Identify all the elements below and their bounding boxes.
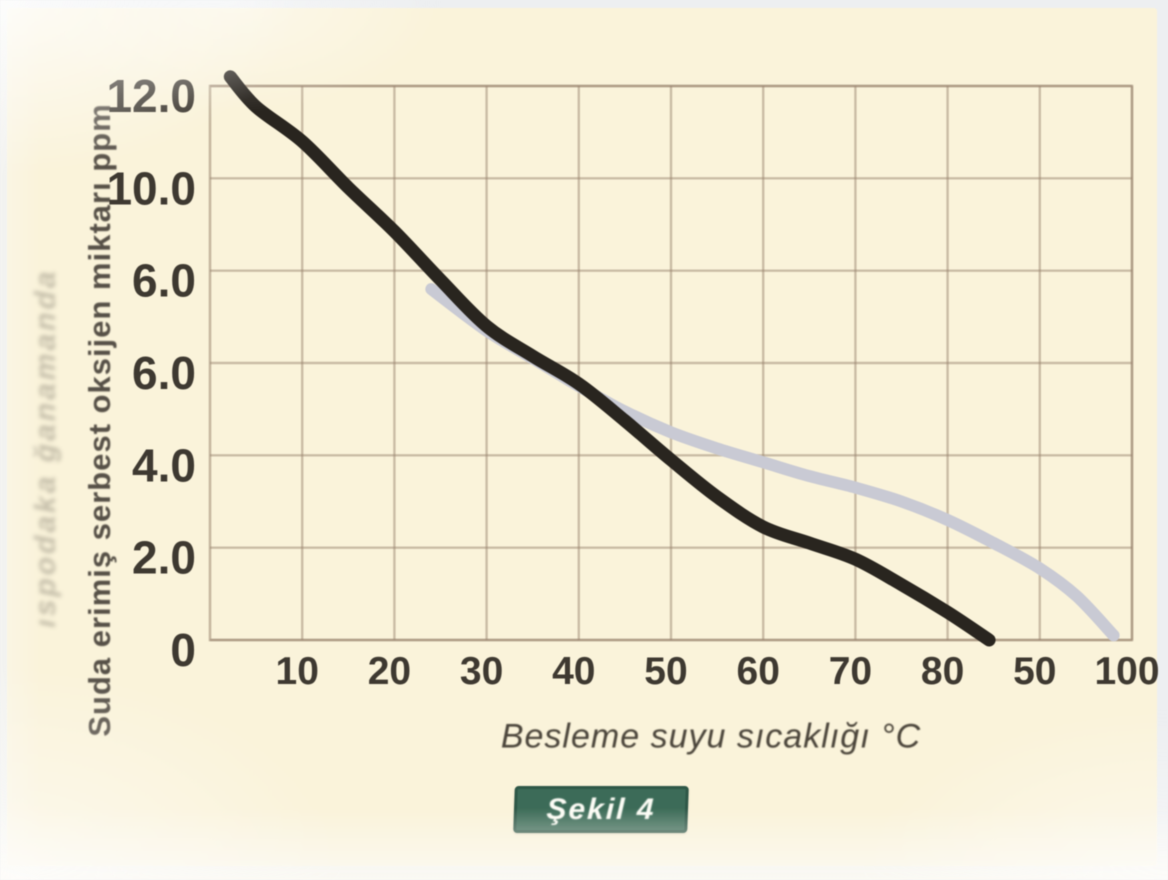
y-tick-label: 4.0 (132, 439, 196, 491)
y-tick-label: 2.0 (132, 532, 196, 584)
figure-caption: Şekil 4 (513, 786, 689, 833)
x-axis-title: Besleme suyu sıcaklığı °C (500, 717, 922, 756)
x-tick-label: 50 (1013, 650, 1056, 693)
x-tick-label: 50 (644, 650, 687, 693)
x-tick-label: 40 (552, 650, 595, 693)
x-tick-label: 10 (276, 650, 319, 693)
series-acik-gri-egri (425, 283, 1120, 642)
y-tick-label: 10.0 (106, 162, 196, 214)
x-tick-label: 70 (829, 650, 872, 693)
y-tick-label: 6.0 (132, 255, 196, 307)
x-tick-label: 20 (368, 650, 411, 693)
y-tick-label: 0 (170, 624, 196, 676)
x-tick-label: 100 (1094, 650, 1159, 693)
x-tick-label: 30 (460, 650, 503, 693)
x-tick-label: 60 (737, 650, 780, 693)
series-koyu-siyah-egri (223, 70, 996, 647)
y-tick-label: 6.0 (132, 347, 196, 399)
y-tick-label: 12.0 (106, 70, 196, 122)
x-tick-label: 80 (921, 650, 964, 693)
caption-label: Şekil 4 (545, 792, 657, 826)
